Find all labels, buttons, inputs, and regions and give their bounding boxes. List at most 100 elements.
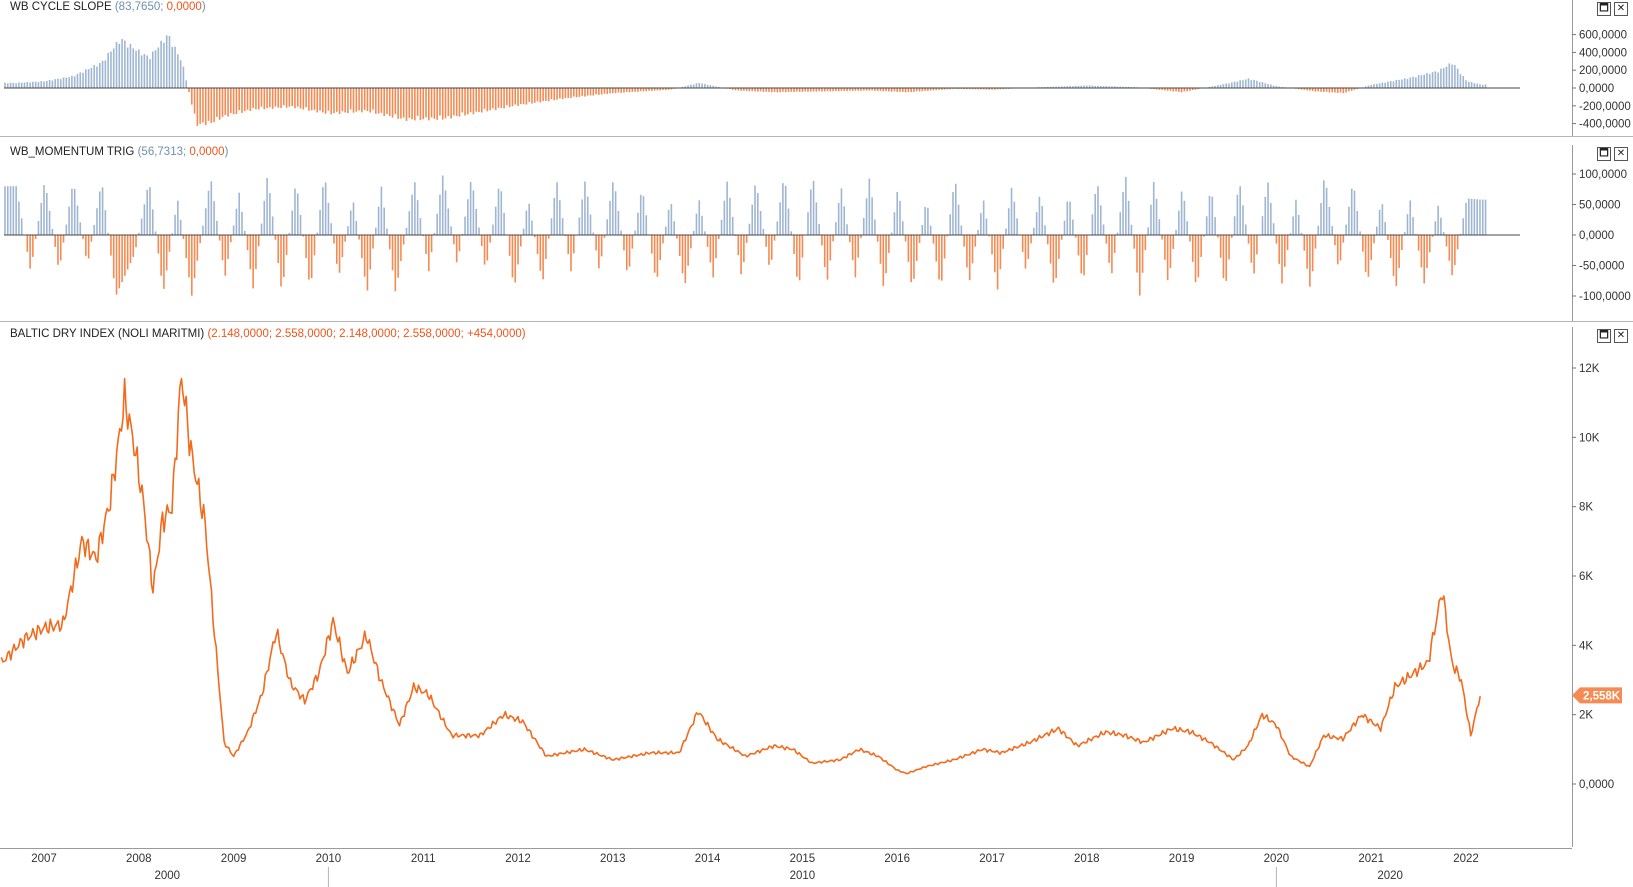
momentum-trig-bar — [154, 231, 157, 235]
cycle-slope-bar — [322, 88, 324, 113]
cycle-slope-bar — [46, 81, 48, 88]
cycle-slope-bar — [335, 88, 338, 112]
cycle-slope-bar — [375, 88, 377, 114]
momentum-trig-bar — [639, 194, 642, 235]
cycle-slope-bar — [1239, 80, 1241, 88]
momentum-trig-bar — [994, 235, 996, 273]
cycle-slope-bar — [1172, 88, 1175, 92]
momentum-trig-bar — [589, 214, 592, 235]
momentum-trig-bar — [860, 235, 862, 238]
cycle-slope-bar — [754, 88, 756, 92]
cycle-slope-bar — [500, 88, 503, 109]
close-icon[interactable]: ✕ — [1614, 2, 1628, 16]
cycle-slope-bar — [623, 88, 625, 93]
cycle-slope-title: WB CYCLE SLOPE (83,7650; 0,0000) — [10, 1, 206, 13]
cycle-slope-bar — [263, 88, 266, 110]
close-icon[interactable]: ✕ — [1614, 147, 1628, 161]
momentum-trig-bar — [581, 199, 583, 235]
cycle-slope-bar — [578, 88, 581, 97]
cycle-slope-bar — [1403, 78, 1406, 88]
momentum-trig-bar — [1484, 199, 1487, 235]
momentum-trig-bar — [252, 235, 254, 289]
last-value-badge — [1572, 687, 1622, 704]
cycle-slope-bar — [536, 88, 539, 102]
momentum-trig-bar — [1297, 214, 1300, 235]
panel-divider[interactable] — [0, 136, 1633, 137]
cycle-slope-bar — [98, 62, 101, 88]
momentum-trig-bar — [1175, 229, 1177, 235]
momentum-trig-bar — [243, 230, 246, 235]
maximize-icon[interactable]: 🗖 — [1597, 147, 1611, 161]
cycle-slope-bar — [249, 88, 252, 111]
momentum-trig-bar — [1219, 235, 1222, 258]
cycle-slope-bar — [76, 73, 79, 88]
x-axis-decade-label: 2000 — [154, 870, 180, 882]
momentum-trig-bar — [1225, 235, 1228, 281]
momentum-trig-bar — [606, 219, 609, 235]
panel-divider[interactable] — [0, 321, 1633, 322]
cycle-slope-bar — [405, 88, 408, 121]
momentum-trig-panel: 100,0000 50,0000 0,0000 -50,0000 -100,0000 W… — [0, 145, 1633, 322]
momentum-trig-bar — [1016, 218, 1018, 235]
momentum-trig-bar — [104, 210, 107, 235]
momentum-trig-bar — [1041, 206, 1044, 235]
cycle-slope-bar — [338, 88, 341, 114]
momentum-trig-bar — [388, 235, 391, 250]
momentum-trig-bar — [879, 235, 882, 264]
maximize-icon[interactable]: 🗖 — [1597, 2, 1611, 16]
cycle-slope-bar — [51, 80, 54, 88]
cycle-slope-bar — [427, 88, 430, 121]
momentum-trig-bar — [1406, 214, 1409, 235]
momentum-trig-bar — [1345, 224, 1347, 235]
cycle-slope-bar — [681, 86, 684, 88]
cycle-slope-bar — [478, 88, 480, 113]
momentum-trig-bar — [135, 235, 137, 248]
momentum-trig-bar — [68, 206, 70, 235]
cycle-slope-bar — [1323, 88, 1325, 92]
cycle-slope-bar — [971, 88, 974, 90]
cycle-slope-bar — [508, 88, 511, 108]
x-axis-year-label: 2019 — [1169, 853, 1195, 865]
cycle-slope-bar — [581, 88, 583, 96]
momentum-trig-bar — [1102, 224, 1105, 235]
cycle-slope-bar — [6, 83, 9, 88]
momentum-trig-y-tick-label: -100,0000 — [1579, 291, 1631, 303]
cycle-slope-bar — [408, 88, 411, 118]
momentum-trig-bar — [1373, 235, 1375, 244]
momentum-trig-bar — [1046, 235, 1049, 245]
momentum-trig-bar — [737, 235, 740, 256]
momentum-trig-bar — [1428, 235, 1431, 253]
cycle-slope-bar — [1236, 81, 1239, 88]
momentum-trig-bar — [1116, 232, 1119, 235]
cycle-slope-bar — [1309, 88, 1311, 91]
cycle-slope-bar — [1125, 86, 1127, 88]
cycle-slope-bar — [1091, 85, 1094, 88]
cycle-slope-bar — [1275, 86, 1278, 88]
cycle-slope-bar — [110, 51, 112, 88]
time-axis[interactable]: 2007 2008 2009 2010 2011 2012 2013 2014 2015 2016… — [0, 848, 1633, 887]
momentum-trig-bar — [1189, 235, 1191, 242]
cycle-slope-bar — [687, 85, 689, 88]
momentum-trig-bar — [1412, 217, 1414, 235]
maximize-icon[interactable]: 🗖 — [1597, 329, 1611, 343]
cycle-slope-bar — [921, 88, 924, 92]
close-icon[interactable]: ✕ — [1614, 329, 1628, 343]
cycle-slope-bar — [729, 88, 731, 90]
momentum-trig-bar — [1403, 232, 1406, 235]
momentum-trig-bar — [255, 235, 257, 269]
cycle-slope-bar — [461, 88, 464, 113]
momentum-trig-bar — [743, 235, 745, 263]
momentum-trig-bar — [717, 235, 720, 240]
momentum-trig-bar — [369, 235, 372, 270]
momentum-trig-bar — [1442, 232, 1445, 235]
momentum-trig-bar — [1214, 217, 1216, 235]
momentum-trig-bar — [1362, 235, 1364, 252]
cycle-slope-bar — [271, 88, 274, 109]
momentum-trig-bar — [90, 235, 93, 242]
cycle-slope-bar — [982, 88, 985, 90]
cycle-slope-bar — [915, 88, 918, 92]
momentum-trig-bar — [1311, 235, 1314, 272]
momentum-trig-bar — [349, 210, 352, 235]
momentum-trig-bar — [1211, 196, 1214, 235]
cycle-slope-bar — [1314, 88, 1317, 92]
